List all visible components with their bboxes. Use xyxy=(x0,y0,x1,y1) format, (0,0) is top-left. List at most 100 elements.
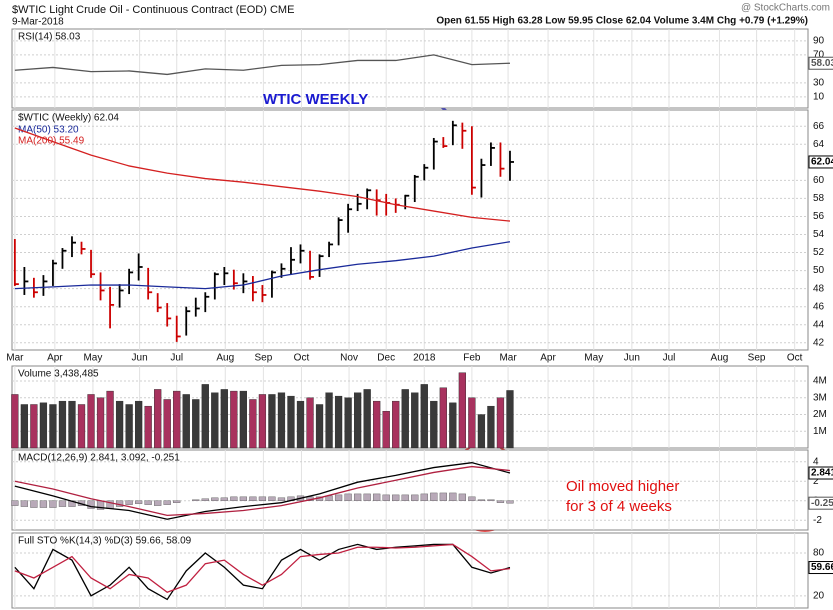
volume-bar xyxy=(420,384,428,449)
volume-bar xyxy=(106,390,114,449)
histogram-bar xyxy=(230,496,238,501)
histogram-bar xyxy=(496,500,505,503)
panel-legend: MACD(12,26,9) 2.841, 3.092, -0.251 xyxy=(18,453,180,464)
y-tick-label: 1M xyxy=(813,426,827,437)
x-tick-label: Aug xyxy=(216,353,234,364)
volume-bar xyxy=(49,404,57,449)
histogram-bar xyxy=(477,499,486,501)
panel-legend: Full STO %K(14,3) %D(3) 59.66, 58.09 xyxy=(18,536,192,547)
y-tick-label: 54 xyxy=(813,229,825,240)
volume-bar xyxy=(154,389,162,449)
volume-bar xyxy=(325,392,333,449)
indicator-line xyxy=(14,54,511,76)
volume-bar xyxy=(258,394,267,449)
x-tick-label: Apr xyxy=(47,353,63,364)
histogram-bar xyxy=(192,499,200,501)
volume-bar xyxy=(30,404,38,449)
histogram-bar xyxy=(439,492,447,501)
volume-bar xyxy=(125,404,133,449)
y-tick-label: 90 xyxy=(813,36,825,47)
histogram-bar xyxy=(411,494,419,501)
indicator-line xyxy=(14,543,511,601)
histogram-bar xyxy=(154,500,162,506)
volume-bar xyxy=(411,392,419,449)
volume-bar xyxy=(68,400,76,449)
y-tick-label: 80 xyxy=(813,548,825,559)
credit: @ StockCharts.com xyxy=(741,3,830,14)
histogram-bar xyxy=(458,493,466,501)
histogram-bar xyxy=(354,493,362,501)
x-tick-label: Dec xyxy=(377,353,395,364)
volume-bar xyxy=(354,392,362,449)
value-tag-label: 62.04 xyxy=(811,157,833,168)
histogram-bar xyxy=(401,494,409,501)
volume-bar xyxy=(211,392,219,449)
y-tick-label: 10 xyxy=(813,91,825,102)
volume-bar xyxy=(249,399,257,449)
volume-bar xyxy=(277,392,286,449)
y-tick-label: 46 xyxy=(813,301,825,312)
volume-bar xyxy=(287,395,295,449)
legend-entry: MA(50) 53.20 xyxy=(18,125,79,136)
histogram-bar xyxy=(449,492,457,501)
volume-bar xyxy=(115,400,124,449)
volume-bar xyxy=(315,404,324,449)
x-tick-label: Feb xyxy=(463,353,481,364)
y-tick-label: 58 xyxy=(813,193,825,204)
histogram-bar xyxy=(49,500,57,508)
volume-bar xyxy=(182,394,190,449)
y-tick-label: 64 xyxy=(813,139,825,150)
x-tick-label: Jul xyxy=(170,353,183,364)
y-tick-label: 30 xyxy=(813,77,825,88)
x-tick-label: Jun xyxy=(132,353,148,364)
quote: Open 61.55 High 63.28 Low 59.95 Close 62… xyxy=(436,16,808,27)
x-tick-label: Jul xyxy=(663,353,676,364)
histogram-bar xyxy=(268,496,276,501)
volume-bar xyxy=(268,394,276,449)
histogram-bar xyxy=(87,500,95,509)
volume-bar xyxy=(468,397,476,449)
volume-bar xyxy=(39,402,48,449)
histogram-bar xyxy=(58,500,67,507)
volume-bar xyxy=(87,394,95,449)
legend-entry: MA(200) 55.49 xyxy=(18,136,85,147)
histogram-bar xyxy=(220,497,228,501)
histogram-bar xyxy=(468,496,476,501)
y-tick-label: 50 xyxy=(813,265,825,276)
histogram-bar xyxy=(506,500,514,504)
y-tick-label: 66 xyxy=(813,121,825,132)
indicator-line xyxy=(14,543,511,594)
panel xyxy=(11,109,809,351)
y-tick-label: 20 xyxy=(813,590,825,601)
volume-bar xyxy=(449,402,457,449)
value-tag-label: -0.251 xyxy=(811,498,833,509)
histogram-bar xyxy=(30,500,38,508)
volume-bar xyxy=(192,399,200,449)
volume-bar xyxy=(477,414,486,449)
histogram-bar xyxy=(277,497,286,501)
histogram-bar xyxy=(420,493,428,501)
volume-bar xyxy=(135,400,143,449)
volume-bar xyxy=(201,384,209,449)
value-tag xyxy=(808,56,833,70)
volume-bar xyxy=(77,404,86,449)
x-tick-label: Apr xyxy=(540,353,556,364)
y-tick-label: 48 xyxy=(813,283,825,294)
annotation: WTIC WEEKLY xyxy=(263,91,368,108)
histogram-bar xyxy=(382,494,390,501)
value-tag-label: 58.03 xyxy=(811,58,833,69)
volume-bar xyxy=(173,390,181,449)
histogram-bar xyxy=(144,500,152,505)
x-tick-label: 2018 xyxy=(413,353,436,364)
x-tick-label: Mar xyxy=(6,353,24,364)
volume-bar xyxy=(296,400,305,449)
histogram-bar xyxy=(344,493,352,501)
histogram-bar xyxy=(334,494,343,501)
histogram-bar xyxy=(173,500,181,503)
x-tick-label: Oct xyxy=(294,353,310,364)
x-tick-label: Sep xyxy=(254,353,272,364)
volume-bar xyxy=(334,395,343,449)
volume-bar xyxy=(401,389,409,449)
y-tick-label: 4M xyxy=(813,376,827,387)
volume-bar xyxy=(439,387,447,449)
